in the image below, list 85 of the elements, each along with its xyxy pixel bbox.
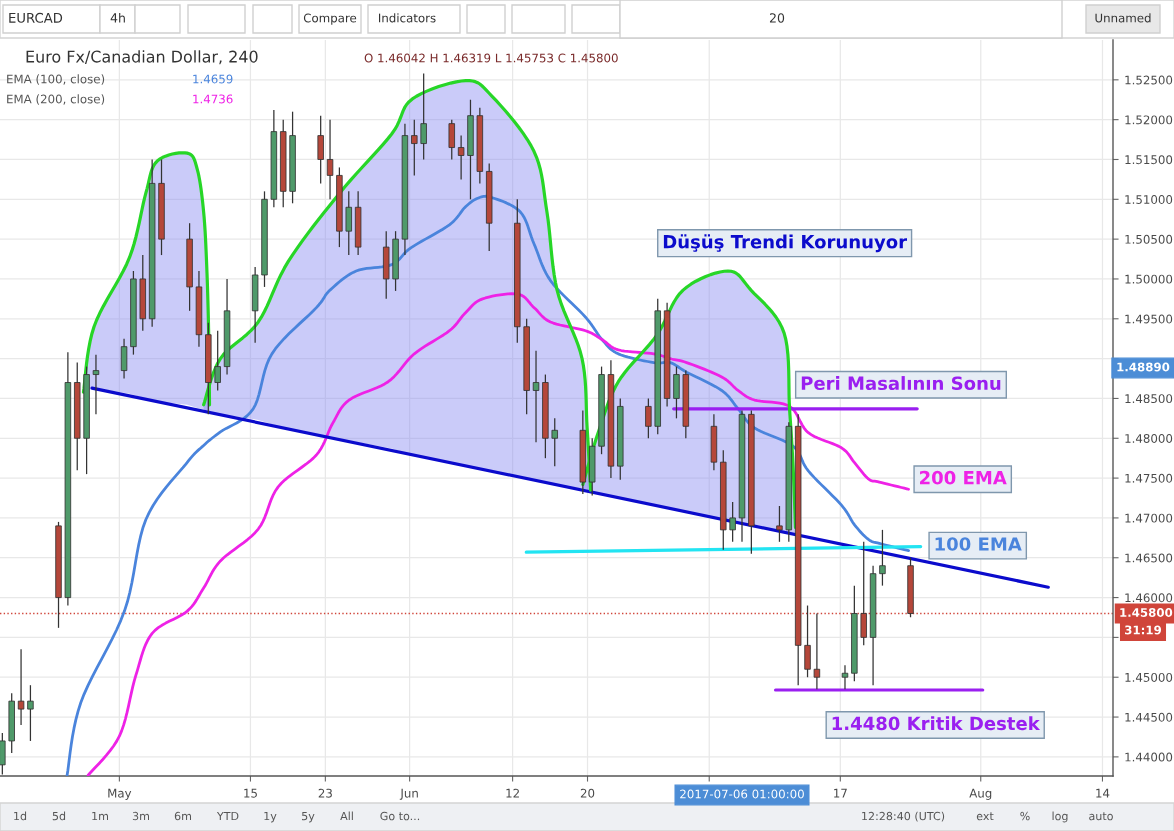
x-tick-label: 12 (506, 788, 519, 798)
text: Indicators (379, 13, 436, 23)
text: 1y (264, 811, 277, 823)
text: EURCAD (9, 12, 63, 23)
text: 4h (110, 12, 125, 23)
y-tick-label: 1.48000 (1125, 433, 1173, 443)
y-tick-label: 1.51000 (1125, 195, 1173, 204)
text: Go to... (380, 811, 420, 821)
candlestick (17, 648, 25, 726)
candlestick (860, 541, 867, 646)
candlestick (120, 338, 128, 380)
x-tick-label: 23 (318, 788, 332, 798)
ref-line-label: 1.45800 (1120, 608, 1173, 617)
series-label: Peri Masalının Sonu (801, 376, 1001, 391)
series-label: 1.4480 Kritik Destek (832, 716, 1041, 731)
candlestick (448, 119, 455, 161)
y-tick-label: 1.52000 (1125, 115, 1173, 125)
text: 5y (302, 811, 315, 823)
y-tick-label: 1.44000 (1125, 752, 1173, 762)
candlestick (345, 190, 352, 256)
x-tick-label: May (108, 788, 132, 800)
candlestick (813, 612, 821, 690)
candlestick (411, 119, 418, 177)
annotation: 1.4736 (193, 94, 233, 104)
text: Compare (303, 13, 357, 25)
candlestick (645, 397, 652, 439)
annotation: EMA (200, close) (7, 94, 105, 105)
x-tick-label: 17 (834, 788, 847, 798)
candlestick (841, 664, 849, 690)
text: O 1.46042 H 1.46319 L 1.45753 C 1.45800 (364, 53, 618, 63)
candlestick (879, 529, 886, 587)
y-tick-label: 1.44500 (1125, 712, 1173, 722)
y-tick-label: 1.50000 (1125, 274, 1173, 284)
y-tick-label: 1.46000 (1125, 593, 1173, 603)
annotation: 1.4659 (193, 74, 233, 84)
text: Euro Fx/Canadian Dollar, 240 (26, 50, 258, 65)
candlestick (804, 604, 811, 678)
candlestick (92, 354, 100, 415)
candlestick (673, 365, 680, 419)
x-tick-label: Aug (969, 788, 992, 800)
series-label: 200 EMA (920, 470, 1007, 485)
candlestick (776, 505, 783, 543)
text: auto (1089, 812, 1113, 821)
text: Düşüş Trendi Korunuyor (663, 234, 908, 253)
text: 12:28:40 (UTC) (862, 811, 945, 822)
text: 1d (14, 811, 27, 821)
candlestick (551, 417, 558, 467)
y-tick-label: 1.46500 (1125, 553, 1173, 563)
annotation: EMA (100, close) (7, 74, 105, 85)
candlestick (457, 134, 465, 181)
x-tick-label: 14 (1096, 788, 1110, 798)
text: 1m (92, 811, 108, 821)
text: log (1052, 811, 1068, 823)
text: 2017-07-06 01:00:00 (680, 789, 804, 799)
y-tick-label: 1.50500 (1125, 234, 1173, 244)
y-tick-label: 1.48500 (1125, 394, 1173, 404)
y-tick-label: 1.47500 (1125, 473, 1173, 483)
text: 5d (52, 811, 66, 821)
text: % (1020, 811, 1030, 821)
candlestick (326, 119, 334, 200)
y-tick-label: 1.51500 (1125, 155, 1173, 165)
text: 20 (769, 13, 785, 23)
candlestick (729, 501, 736, 543)
y-tick-label: 1.52500 (1125, 75, 1173, 85)
y-tick-label: 1.45000 (1125, 672, 1173, 682)
series-label: 100 EMA (935, 537, 1022, 551)
candlestick (420, 72, 427, 161)
text: YTD (216, 811, 239, 821)
x-tick-label: 15 (244, 788, 257, 798)
candlestick (214, 330, 221, 392)
x-tick-label: Jun (399, 788, 418, 800)
y-tick-label: 1.47000 (1125, 513, 1173, 523)
text: ext (976, 812, 994, 821)
candlestick (532, 350, 540, 443)
text: Unnamed (1095, 13, 1151, 23)
text: 6m (174, 811, 191, 821)
text: All (340, 811, 353, 821)
candlestick (317, 115, 324, 185)
x-tick-label: 20 (580, 788, 595, 798)
text: 1.48890 (1117, 362, 1170, 372)
y-tick-label: 1.49500 (1125, 314, 1173, 324)
text: 3m (132, 811, 149, 821)
text: 31:19 (1125, 625, 1162, 635)
candlestick (27, 684, 34, 742)
candlestick (0, 732, 6, 776)
